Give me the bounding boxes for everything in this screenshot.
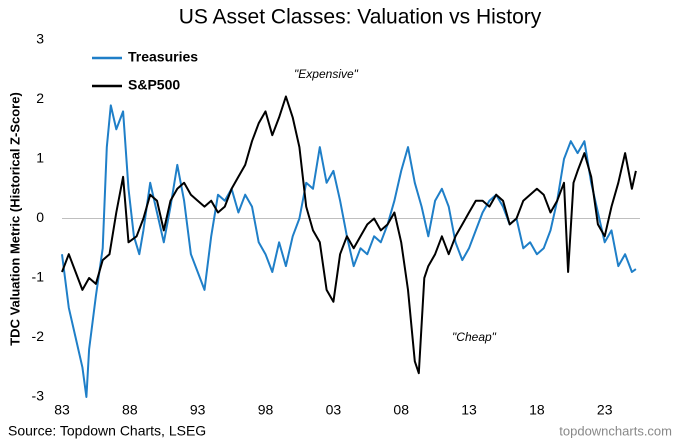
x-tick-label: 88 xyxy=(122,402,138,418)
annotation: "Expensive" xyxy=(294,67,359,81)
source: Source: Topdown Charts, LSEG xyxy=(8,423,206,439)
y-tick-label: 3 xyxy=(36,31,44,47)
x-tick-label: 83 xyxy=(54,402,70,418)
line-series xyxy=(61,104,637,398)
y-tick-label: 0 xyxy=(36,209,44,225)
legend-label: Treasuries xyxy=(128,49,198,65)
y-tick-label: -2 xyxy=(32,328,45,344)
watermark: topdowncharts.com xyxy=(559,423,672,438)
y-tick-label: -1 xyxy=(32,269,45,285)
x-tick-label: 08 xyxy=(393,402,409,418)
legend-label: S&P500 xyxy=(128,77,180,93)
y-tick-label: 1 xyxy=(36,150,44,166)
x-tick-label: 98 xyxy=(258,402,274,418)
x-tick-label: 23 xyxy=(597,402,613,418)
y-tick-label: -3 xyxy=(32,388,45,404)
x-tick-label: 18 xyxy=(529,402,545,418)
line-series xyxy=(61,95,637,375)
x-tick-label: 93 xyxy=(190,402,206,418)
x-tick-label: 03 xyxy=(326,402,342,418)
y-tick-label: 2 xyxy=(36,90,44,106)
annotation: "Cheap" xyxy=(452,330,497,344)
x-tick-label: 13 xyxy=(461,402,477,418)
chart-title: US Asset Classes: Valuation vs History xyxy=(179,6,542,29)
y-axis-label: TDC Valuation Metric (Historical Z-Score… xyxy=(7,92,22,346)
